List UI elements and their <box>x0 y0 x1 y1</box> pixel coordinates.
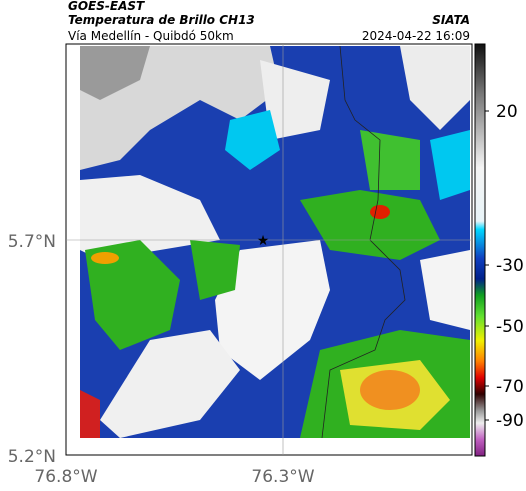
organization: SIATA <box>432 13 470 27</box>
source: GOES-EAST <box>68 0 145 13</box>
timestamp: 2024-04-22 16:09 <box>362 29 470 43</box>
lat-label: 5.2°N <box>8 447 56 467</box>
colorbar-label: -30 <box>496 256 524 276</box>
title: Temperatura de Brillo CH13 <box>68 13 255 27</box>
colorbar <box>474 43 486 457</box>
lon-label: 76.3°W <box>251 467 314 487</box>
lon-label: 76.8°W <box>34 467 97 487</box>
colorbar-label: -50 <box>496 317 524 337</box>
colorbar-ticks <box>485 110 489 421</box>
colorbar-label: 20 <box>496 102 518 122</box>
lat-label: 5.7°N <box>8 232 56 252</box>
route: Vía Medellín - Quibdó 50km <box>68 29 234 43</box>
colorbar-label: -70 <box>496 377 524 397</box>
city-marker: ★ <box>257 233 270 249</box>
map-frame <box>65 43 473 456</box>
satellite-image <box>80 46 470 438</box>
colorbar-label: -90 <box>496 411 524 431</box>
